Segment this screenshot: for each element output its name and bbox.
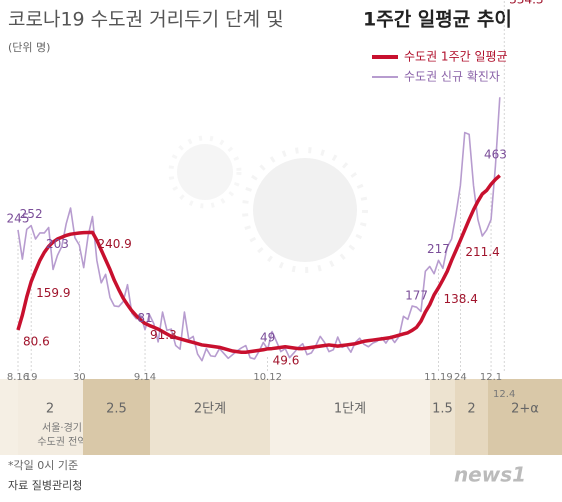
value-label: 81 — [137, 311, 152, 325]
value-label: 211.4 — [465, 245, 499, 259]
value-label: 138.4 — [443, 292, 477, 306]
stage-band — [455, 379, 488, 455]
value-label: 203 — [46, 237, 69, 251]
series-line — [16, 174, 501, 354]
x-tick-label: 24 — [454, 372, 467, 383]
x-tick-label: 12.4 — [493, 389, 515, 400]
virus-decoration — [168, 135, 368, 273]
logo: news1 — [454, 463, 526, 487]
value-label: 177 — [405, 289, 428, 303]
x-tick-label: 12.1 — [480, 372, 502, 383]
footnote: *각일 0시 기준 — [8, 458, 78, 472]
stage-band — [430, 379, 455, 455]
subtitle: (단위 명) — [8, 41, 50, 54]
stage-label: 2.5 — [106, 402, 127, 417]
x-tick-label: 30 — [73, 372, 86, 383]
stage-label: 2+α — [511, 402, 539, 417]
stage-band — [83, 379, 150, 455]
value-label: 159.9 — [36, 286, 70, 300]
stage-label: 2 — [467, 402, 475, 417]
value-label: 240.9 — [97, 237, 131, 251]
stage-band — [18, 379, 83, 455]
legend-label: 수도권 신규 확진자 — [404, 70, 500, 84]
stage-label: 1.5 — [432, 402, 453, 417]
chart-title: 코로나19 수도권 거리두기 단계 및 — [8, 9, 284, 31]
x-tick-label: 11.19 — [424, 372, 453, 383]
value-label: 217 — [427, 242, 450, 256]
stage-label: 2 — [46, 402, 54, 417]
value-label: 91.3 — [150, 328, 177, 342]
stage-label: 2단계 — [194, 402, 226, 417]
value-label: 49 — [260, 331, 275, 345]
stage-band — [270, 379, 430, 455]
x-tick-label: 9.14 — [134, 372, 156, 383]
value-label: 245 — [7, 211, 30, 225]
stage-label: 1단계 — [334, 402, 366, 417]
value-label: 49.6 — [273, 353, 300, 367]
x-tick-label: 8.16 — [7, 372, 29, 383]
stage-band — [488, 379, 562, 455]
x-tick-label: 19 — [25, 372, 38, 383]
stage-band — [150, 379, 270, 455]
value-label: 80.6 — [23, 334, 50, 348]
stage-note: 서울·경기 — [42, 421, 82, 434]
value-label: 252 — [20, 207, 43, 221]
x-tick-label: 10.12 — [253, 372, 282, 383]
stage-note: 수도권 전역 — [37, 436, 86, 448]
value-label: 463 — [484, 148, 507, 162]
source: 자료 질병관리청 — [8, 479, 82, 492]
chart-title-emphasis: 1주간 일평균 추이 — [363, 9, 512, 31]
legend-label: 수도권 1주간 일평균 — [404, 50, 508, 64]
value-label: 334.3 — [509, 0, 543, 7]
